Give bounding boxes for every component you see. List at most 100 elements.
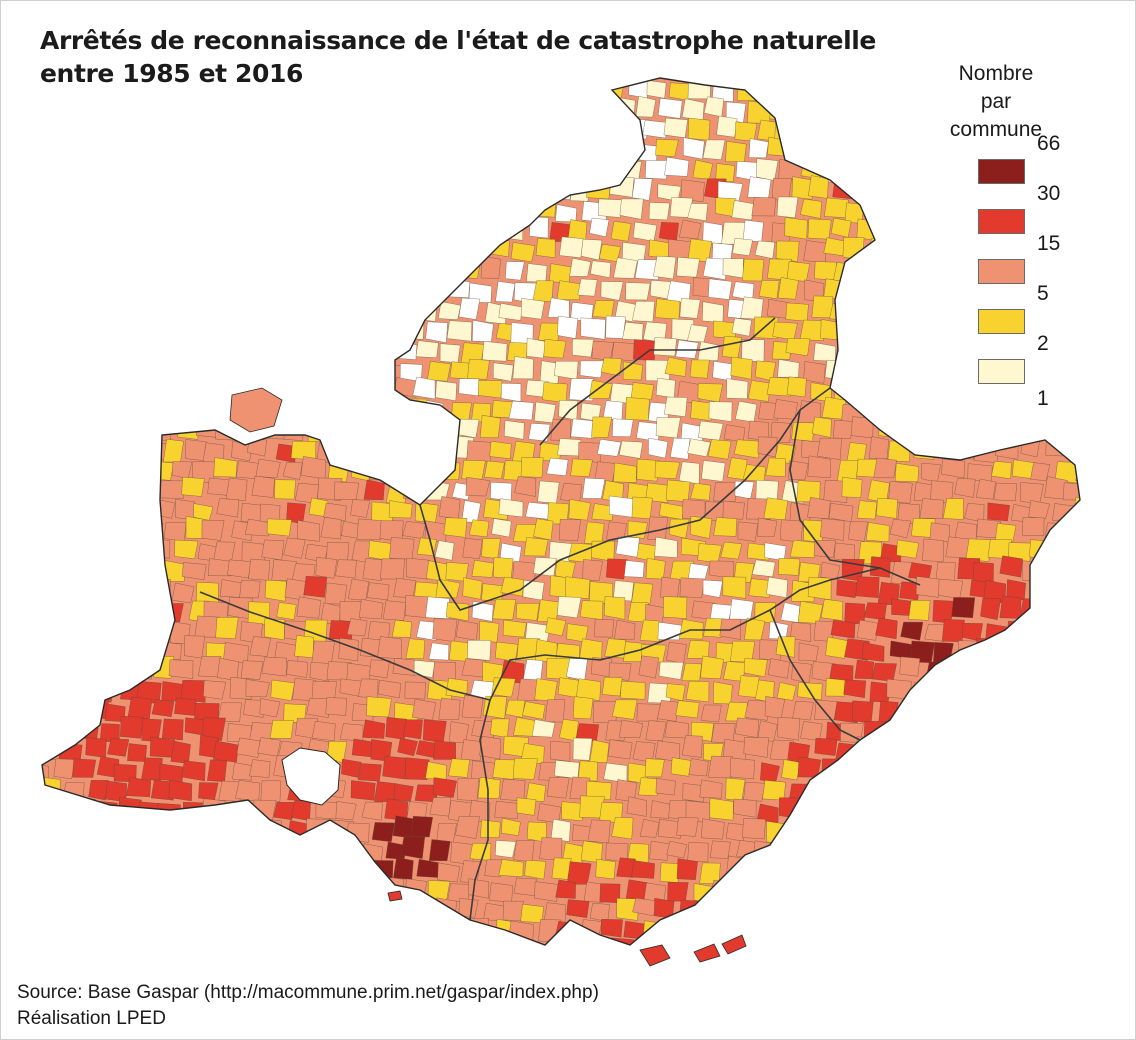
commune-cell bbox=[180, 202, 204, 223]
commune-cell bbox=[1073, 295, 1080, 318]
commune-cell bbox=[758, 959, 781, 979]
commune-cell bbox=[546, 457, 569, 477]
commune-cell bbox=[469, 79, 495, 99]
commune-cell bbox=[139, 916, 161, 939]
commune-cell bbox=[939, 897, 965, 922]
commune-cell bbox=[61, 376, 83, 400]
commune-cell bbox=[525, 179, 547, 198]
commune-cell bbox=[896, 742, 920, 763]
commune-cell bbox=[467, 358, 490, 380]
commune-cell bbox=[286, 660, 309, 678]
commune-cell bbox=[1063, 243, 1080, 263]
commune-cell bbox=[814, 261, 837, 281]
commune-cell bbox=[532, 280, 554, 303]
commune-cell bbox=[64, 901, 88, 919]
commune-cell bbox=[860, 362, 886, 383]
commune-cell bbox=[362, 719, 386, 739]
commune-cell bbox=[213, 740, 239, 763]
commune-cell bbox=[658, 818, 682, 839]
commune-cell bbox=[207, 759, 228, 782]
commune-cell bbox=[80, 503, 105, 522]
commune-cell bbox=[853, 101, 876, 121]
commune-cell bbox=[954, 399, 980, 418]
commune-cell bbox=[692, 159, 713, 180]
commune-cell bbox=[747, 380, 772, 402]
commune-cell bbox=[1005, 899, 1027, 922]
commune-cell bbox=[1007, 819, 1031, 843]
commune-cell bbox=[259, 818, 282, 840]
commune-cell bbox=[1014, 837, 1040, 859]
commune-cell bbox=[928, 438, 951, 457]
commune-cell bbox=[174, 297, 200, 318]
commune-cell bbox=[282, 263, 303, 282]
commune-cell bbox=[71, 642, 93, 664]
commune-cell bbox=[725, 777, 746, 802]
legend-swatch-15-30 bbox=[978, 209, 1025, 234]
commune-cell bbox=[742, 219, 764, 242]
commune-cell bbox=[207, 202, 233, 224]
commune-cell bbox=[338, 438, 361, 457]
commune-cell bbox=[922, 739, 947, 758]
commune-cell bbox=[42, 822, 64, 844]
commune-cell bbox=[371, 822, 395, 843]
commune-cell bbox=[626, 796, 647, 817]
commune-cell bbox=[97, 442, 121, 461]
commune-cell bbox=[548, 939, 572, 945]
commune-cell bbox=[466, 440, 492, 463]
commune-cell bbox=[734, 121, 758, 142]
commune-cell bbox=[378, 919, 401, 941]
commune-cell bbox=[462, 537, 483, 559]
commune-cell bbox=[85, 301, 110, 324]
commune-cell bbox=[16, 499, 39, 522]
commune-cell bbox=[663, 596, 688, 619]
commune-cell bbox=[528, 423, 551, 442]
commune-cell bbox=[491, 677, 516, 698]
commune-cell bbox=[416, 100, 438, 122]
commune-cell bbox=[330, 423, 352, 443]
commune-cell bbox=[822, 78, 845, 98]
commune-cell bbox=[350, 780, 376, 801]
commune-cell bbox=[400, 438, 426, 459]
commune-cell bbox=[141, 959, 165, 976]
commune-cell bbox=[1039, 358, 1064, 377]
commune-cell bbox=[523, 58, 543, 78]
commune-cell bbox=[550, 818, 571, 842]
commune-cell bbox=[679, 619, 704, 640]
commune-cell bbox=[364, 396, 385, 418]
commune-cell bbox=[997, 921, 1021, 940]
commune-cell bbox=[230, 241, 256, 265]
commune-cell bbox=[184, 635, 206, 659]
commune-cell bbox=[272, 160, 294, 181]
commune-cell bbox=[639, 818, 660, 838]
commune-cell bbox=[287, 179, 309, 198]
commune-cell bbox=[219, 822, 240, 841]
commune-cell bbox=[203, 680, 227, 700]
commune-cell bbox=[253, 281, 273, 300]
commune-cell bbox=[117, 482, 143, 503]
commune-cell bbox=[301, 137, 325, 160]
commune-cell bbox=[324, 582, 348, 605]
commune-cell bbox=[529, 216, 549, 239]
commune-cell bbox=[140, 600, 161, 621]
commune-cell bbox=[924, 258, 946, 277]
commune-cell bbox=[816, 917, 842, 941]
commune-cell bbox=[844, 278, 865, 299]
commune-cell bbox=[136, 801, 161, 824]
commune-cell bbox=[42, 241, 49, 260]
commune-cell bbox=[655, 377, 676, 399]
commune-cell bbox=[913, 482, 934, 502]
commune-cell bbox=[368, 540, 392, 562]
commune-cell bbox=[87, 940, 111, 945]
commune-cell bbox=[106, 258, 128, 281]
commune-cell bbox=[697, 78, 723, 85]
commune-cell bbox=[426, 960, 450, 981]
commune-cell bbox=[722, 258, 744, 279]
commune-cell bbox=[947, 382, 968, 405]
commune-cell bbox=[945, 259, 967, 280]
commune-cell bbox=[866, 318, 888, 340]
commune-cell bbox=[198, 258, 221, 282]
commune-cell bbox=[142, 841, 163, 864]
commune-cell bbox=[50, 323, 71, 343]
commune-cell bbox=[171, 582, 195, 604]
commune-cell bbox=[617, 141, 637, 162]
